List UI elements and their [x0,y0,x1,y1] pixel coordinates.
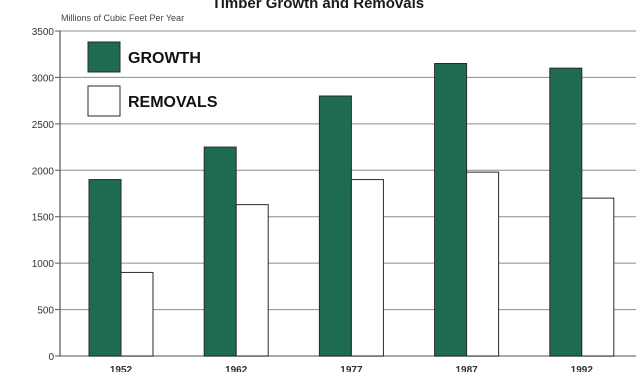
bar-removals-1987 [466,171,500,357]
bar-removals-1952 [120,271,154,357]
bar-growth-1992 [549,67,583,357]
x-tick-label: 1977 [340,365,363,372]
y-tick-label: 500 [37,306,54,317]
y-tick-label: 2000 [32,166,55,177]
bar-removals-1962 [235,204,269,357]
x-tick-label: 1987 [455,365,478,372]
y-tick-label: 0 [48,352,54,363]
x-tick-label: 1962 [225,365,248,372]
legend-swatch-removals [87,85,121,117]
bar-removals-1992 [581,197,615,357]
y-tick-label: 3500 [32,27,55,38]
y-axis-units-label: Millions of Cubic Feet Per Year [61,13,184,23]
bar-growth-1977 [318,95,352,357]
x-tick-label: 1992 [571,365,594,372]
y-tick-label: 3000 [32,73,55,84]
x-tick-label: 1952 [110,365,133,372]
legend-swatch-growth [87,41,121,73]
legend-label-growth: GROWTH [128,50,201,67]
legend-label-removals: REMOVALS [128,94,218,111]
chart-title: Timber Growth and Removals [212,0,424,12]
bar-removals-1977 [350,179,384,357]
bar-growth-1962 [203,146,237,357]
bar-growth-1952 [88,179,122,357]
legend: GROWTH REMOVALS [87,41,218,117]
axis-layer: 0 500 1000 1500 2000 2500 3000 3500 1952 1962 1977… [32,27,594,372]
bars-layer [88,63,615,357]
y-tick-label: 2500 [32,120,55,131]
bar-growth-1987 [434,63,468,357]
y-tick-label: 1000 [32,259,55,270]
y-tick-label: 1500 [32,213,55,224]
